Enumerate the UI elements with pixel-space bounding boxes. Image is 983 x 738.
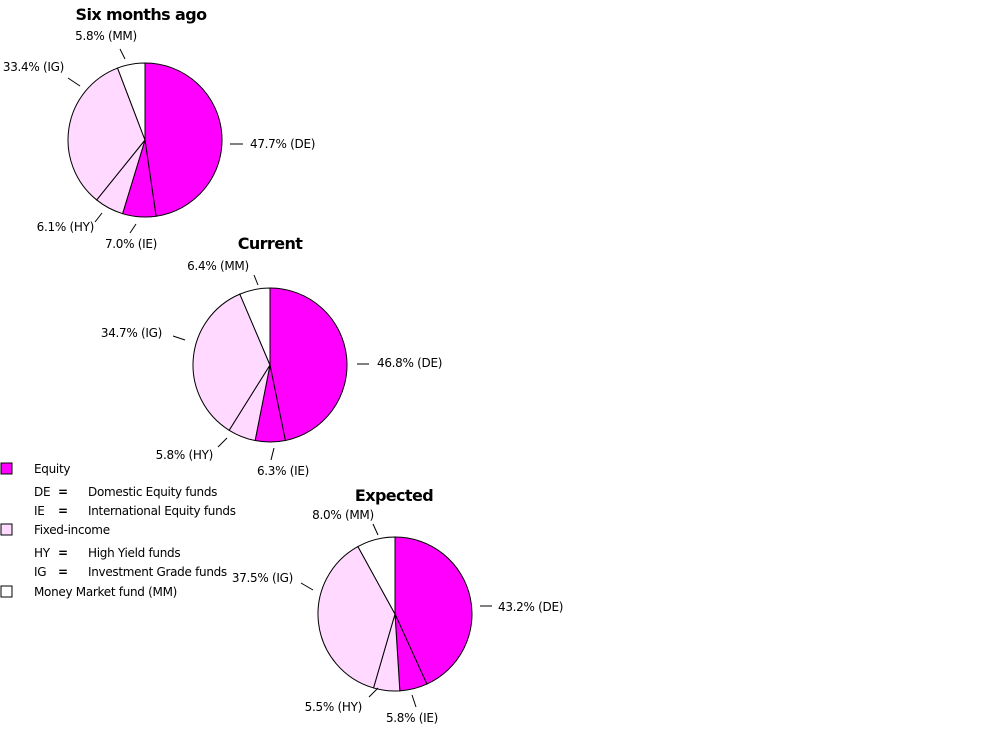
leader-line — [368, 687, 379, 698]
leader-line — [67, 77, 81, 87]
slice-label-ie: 7.0% (IE) — [105, 237, 157, 251]
pie-slices — [317, 536, 473, 692]
legend-label-money-market: Money Market fund (MM) — [34, 585, 177, 599]
legend-equals: = — [58, 485, 68, 499]
pie-slice-ig — [317, 545, 396, 689]
legend-swatch-money-market — [0, 585, 13, 598]
legend-code: DE — [34, 485, 50, 499]
leader-line — [270, 447, 275, 461]
pie-slice-de — [394, 536, 473, 685]
legend-label-fixed-income: Fixed-income — [34, 523, 110, 537]
chart-title: Expected — [355, 486, 433, 505]
legend: Equity DE = Domestic Equity funds IE = I… — [0, 462, 236, 599]
pie-slices — [192, 287, 348, 443]
slice-label-mm: 5.8% (MM) — [75, 29, 137, 43]
legend-code: IG — [34, 565, 46, 579]
pie-slice-mm — [116, 62, 146, 141]
slice-label-mm: 8.0% (MM) — [312, 508, 374, 522]
legend-equals: = — [58, 565, 68, 579]
slice-label-ig: 37.5% (IG) — [232, 571, 293, 585]
leader-line — [119, 48, 126, 60]
slice-label-ie: 5.8% (IE) — [386, 711, 438, 725]
slice-label-de: 47.7% (DE) — [250, 137, 315, 151]
slice-label-ie: 6.3% (IE) — [257, 464, 309, 478]
legend-description: Domestic Equity funds — [88, 485, 217, 499]
leader-line — [300, 582, 314, 591]
chart-title: Six months ago — [76, 5, 208, 24]
legend-description: Investment Grade funds — [88, 565, 227, 579]
pie-slice-ig — [192, 293, 271, 431]
legend-swatch-equity — [0, 462, 13, 475]
legend-code: IE — [34, 504, 45, 518]
slice-label-hy: 5.8% (HY) — [156, 448, 213, 462]
legend-swatch-fixed-income — [0, 523, 13, 536]
pie-chart-current: Current 46.8% (DE) 6.3% (IE) 5.8% (HY) 3… — [101, 234, 443, 478]
leader-line — [172, 335, 186, 341]
leader-line — [372, 523, 379, 536]
slice-label-hy: 5.5% (HY) — [305, 700, 362, 714]
pie-slice-ig — [67, 67, 146, 201]
pie-slice-mm — [357, 536, 396, 615]
legend-description: International Equity funds — [88, 504, 236, 518]
slice-label-mm: 6.4% (MM) — [187, 259, 249, 273]
leader-line — [94, 212, 103, 223]
leader-line — [217, 437, 228, 448]
slice-label-hy: 6.1% (HY) — [37, 220, 94, 234]
legend-equals: = — [58, 546, 68, 560]
slice-label-ig: 34.7% (IG) — [101, 326, 162, 340]
legend-description: High Yield funds — [88, 546, 180, 560]
slice-label-ig: 33.4% (IG) — [3, 60, 64, 74]
slice-label-de: 43.2% (DE) — [498, 600, 563, 614]
legend-equals: = — [58, 504, 68, 518]
pie-chart-expected: Expected 43.2% (DE) 5.8% (IE) 5.5% (HY) … — [232, 486, 564, 725]
pie-slices — [67, 62, 223, 218]
legend-label-equity: Equity — [34, 462, 70, 476]
pie-slice-de — [269, 287, 348, 442]
leader-line — [129, 223, 137, 234]
legend-code: HY — [34, 546, 51, 560]
leader-line — [253, 274, 259, 286]
leader-line — [411, 694, 417, 708]
pie-chart-six-months-ago: Six months ago 47.7% (DE) 7.0% (IE) 6.1%… — [3, 5, 316, 251]
pie-slice-mm — [239, 287, 271, 366]
chart-title: Current — [238, 234, 304, 253]
pie-slice-de — [144, 62, 223, 217]
slice-label-de: 46.8% (DE) — [377, 356, 442, 370]
